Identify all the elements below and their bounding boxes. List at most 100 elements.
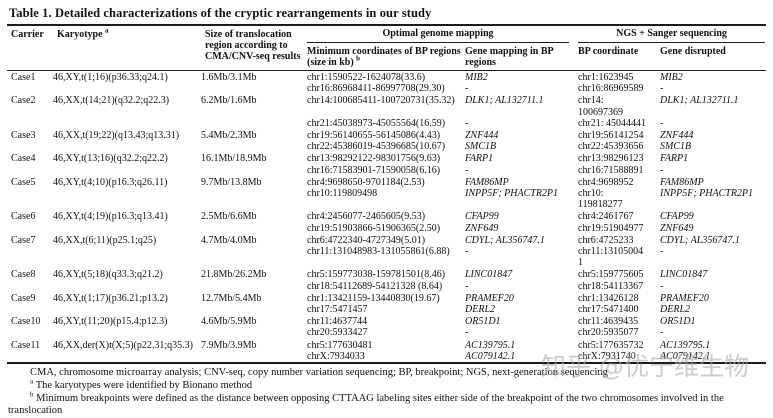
bp-coordinate-cell: chr19:56141254 chr22:45393656 xyxy=(578,129,660,152)
table-title: Table 1. Detailed characterizations of t… xyxy=(9,6,432,20)
min-coords-cell: chr5:177630481 chrX:7934033 xyxy=(307,339,465,363)
cell-line: chr19:56140655-56145086(4.43) xyxy=(307,130,441,142)
cell-line: FARP1 xyxy=(465,153,494,165)
cell-line: FARP1 xyxy=(660,153,689,165)
cell-line: chr10:119809498 xyxy=(307,188,378,200)
gene-mapping-cell: OR51D1- xyxy=(465,315,578,338)
cell-line: chr5:177635732 xyxy=(578,339,644,351)
size-cell: 16.1Mb/18.9Mb xyxy=(201,153,267,165)
karyotype-cell: 46,XX,t(6;11)(p25.1;q25) xyxy=(53,234,157,246)
karyotype-cell: 46,XY,t(11;20)(p15.4;p12.3) xyxy=(53,316,168,328)
carrier-cell: Case10 xyxy=(11,316,41,328)
bp-coordinate-cell: chr4:2461767 chr19:51904977 xyxy=(578,210,660,233)
carrier-cell: Case6 xyxy=(11,211,36,223)
cell-line: CDYL; AL356747.1 xyxy=(660,234,740,246)
gene-disrupted-cell: ZNF444 SMC1B xyxy=(660,129,766,152)
cell-line: CFAP99 xyxy=(660,211,694,223)
cell-line: chr17:5471400 xyxy=(578,304,639,316)
gene-mapping-cell: FARP1- xyxy=(465,152,578,175)
table-row: Case1 46,XY,t(1;16)(p36.33;q24.1) 1.6Mb/3.… xyxy=(7,71,766,95)
min-coords-footnote-mark: b xyxy=(356,54,361,63)
karyotype-cell: 46,XY,t(5;18)(q33.3;q21.2) xyxy=(53,269,163,281)
karyotype-cell: 46,XY,t(4;10)(p16.3;q26.11) xyxy=(53,176,168,188)
min-coords-cell: chr5:159773038-159781501(8.46) chr18:5411… xyxy=(307,268,465,291)
table-row: Case11 46,XX,der(X)t(X;5)(p22.31;q35.3) 7.… xyxy=(7,339,766,363)
gene-mapping-cell: LINC01847- xyxy=(465,268,578,291)
col-header-bp-coordinate: BP coordinate xyxy=(578,43,660,71)
cell-line: chr13:98292122-98301756(9.63) xyxy=(307,153,441,165)
gene-disrupted-cell: LINC01847- xyxy=(660,268,766,291)
cell-line: chr11:131048983-131055861(6.88) xyxy=(307,246,450,258)
cell-line: chr1:1590522-1624078(33.6) xyxy=(307,72,426,83)
cell-line: AC079142.1 xyxy=(465,350,516,362)
cell-line: PRAMEF20 xyxy=(465,292,514,304)
cell-line: OR51D1 xyxy=(660,316,696,328)
gene-mapping-cell: PRAMEF20 DERL2 xyxy=(465,292,578,315)
table-row: Case7 46,XX,t(6;11)(p25.1;q25) 4.7Mb/4.0Mb… xyxy=(7,234,766,269)
footnote-a-text: The karyotypes were identified by Bionan… xyxy=(35,379,253,391)
cell-line: chr5:159775605 xyxy=(578,269,644,281)
cell-line: - xyxy=(465,327,469,339)
cell-line: LINC01847 xyxy=(465,269,513,281)
table-row: Case9 46,XY,t(1;17)(p36.21;p13.2) 12.7Mb/5… xyxy=(7,292,766,315)
cell-line: - xyxy=(660,164,664,176)
cell-line: chr22:45386019-45396685(10.67) xyxy=(307,141,446,153)
table-row: Case3 46,XX,t(19;22)(q13.43;q13.31) 5.4Mb/… xyxy=(7,129,766,152)
cell-line: chr20:5933427 xyxy=(307,327,368,339)
cell-line: LINC01847 xyxy=(660,269,708,281)
cell-line: chr13:98296123 xyxy=(578,153,644,165)
bp-coordinate-cell: chr14: 100697369 chr21: 45044441 xyxy=(578,94,660,129)
gene-mapping-cell: FAM86MP INPP5F; PHACTR2P1 xyxy=(465,176,578,211)
cell-line: chr11:4639435 xyxy=(578,316,639,328)
cell-line: chr6:4725233 xyxy=(578,234,634,246)
cell-line: chr16:86968411-86997708(29.30) xyxy=(307,83,445,95)
cell-line: chr16:71583901-71590058(6.16) xyxy=(307,164,441,176)
karyotype-label: Karyotype xyxy=(57,29,103,40)
min-coords-cell: chr13:98292122-98301756(9.63) chr16:71583… xyxy=(307,152,465,175)
cell-line: INPP5F; PHACTR2P1 xyxy=(660,188,754,200)
cell-line: chr19:51903866-51906365(2.50) xyxy=(307,222,441,234)
gene-disrupted-cell: CDYL; AL356747.1- xyxy=(660,234,766,269)
col-header-gene-mapping: Gene mapping in BP regions xyxy=(465,43,578,71)
cell-line: - xyxy=(660,246,664,258)
cell-line: AC079142.1 xyxy=(660,350,711,362)
footnote-a-mark: a xyxy=(30,377,34,386)
cell-line: 1 xyxy=(578,257,583,269)
col-header-size: Size of translocation region according t… xyxy=(201,25,307,71)
gene-disrupted-cell: CFAP99 ZNF649 xyxy=(660,210,766,233)
col-group-optimal-genome-mapping: Optimal genome mapping xyxy=(307,25,578,43)
cell-line: CFAP99 xyxy=(465,211,499,223)
cell-line: - xyxy=(660,83,664,95)
size-cell: 21.8Mb/26.2Mb xyxy=(201,269,267,281)
cell-line: FAM86MP xyxy=(465,176,509,188)
cell-line: DLK1; AL132711.1 xyxy=(465,95,544,107)
min-coords-cell: chr11:4637744 chr20:5933427 xyxy=(307,315,465,338)
min-coords-cell: chr19:56140655-56145086(4.43) chr22:45386… xyxy=(307,129,465,152)
carrier-cell: Case5 xyxy=(11,176,36,188)
cell-line: chr4:9698952 xyxy=(578,176,634,188)
col-header-karyotype: Karyotype a xyxy=(53,25,201,71)
gene-disrupted-cell: OR51D1- xyxy=(660,315,766,338)
cell-line: ZNF649 xyxy=(465,222,499,234)
karyotype-cell: 46,XX,der(X)t(X;5)(p22.31;q35.3) xyxy=(53,339,193,351)
cell-line: chr18:54112689-54121328 (8.64) xyxy=(307,280,443,292)
cell-line: - xyxy=(465,83,469,95)
table-row: Case2 46,XX,t(14;21)(q32.2;q22.3) 6.2Mb/1.… xyxy=(7,94,766,129)
gene-disrupted-cell: PRAMEF20 DERL2 xyxy=(660,292,766,315)
cell-line: SMC1B xyxy=(660,141,692,153)
cell-line xyxy=(660,107,764,118)
cell-line: chr1:13421159-13440830(19.67) xyxy=(307,292,440,304)
table-footnotes: CMA, chromosome microarray analysis; CNV… xyxy=(7,364,766,418)
table-row: Case8 46,XY,t(5;18)(q33.3;q21.2) 21.8Mb/26… xyxy=(7,268,766,291)
size-cell: 5.4Mb/2.3Mb xyxy=(201,130,257,142)
cell-line: chr6:4722340-4727349(5.01) xyxy=(307,234,426,246)
karyotype-cell: 46,XX,t(19;22)(q13.43;q13.31) xyxy=(53,130,180,142)
carrier-cell: Case1 xyxy=(11,72,36,83)
karyotype-cell: 46,XY,t(13;16)(q32.2;q22.2) xyxy=(53,153,168,165)
carrier-cell: Case9 xyxy=(11,292,36,304)
carrier-cell: Case11 xyxy=(11,339,41,351)
cell-line: ZNF444 xyxy=(465,130,499,142)
cell-line: - xyxy=(660,280,664,292)
gene-mapping-cell: AC139795.1 AC079142.1 xyxy=(465,339,578,363)
min-coords-cell: chr6:4722340-4727349(5.01) chr11:13104898… xyxy=(307,234,465,269)
